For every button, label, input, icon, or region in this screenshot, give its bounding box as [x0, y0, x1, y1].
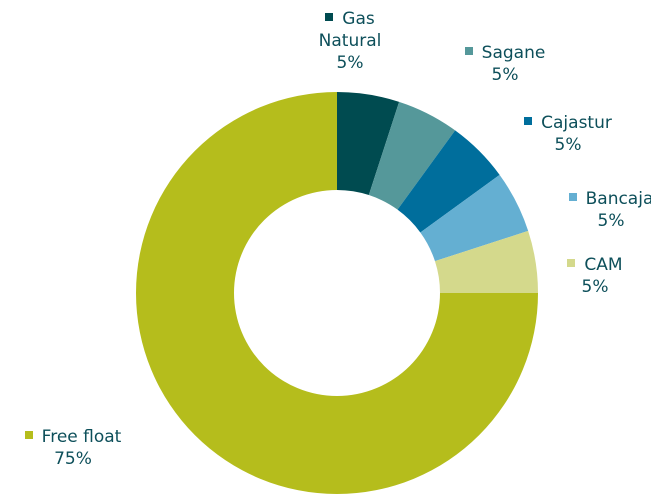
legend-marker [464, 47, 473, 55]
value-label: 5% [491, 65, 519, 85]
legend-marker [325, 13, 334, 21]
legend-marker [567, 259, 576, 267]
label: CAM 5% [540, 254, 650, 298]
label: Sagane 5% [450, 42, 560, 86]
category-label: CAM [584, 255, 623, 275]
category-label: Cajastur [541, 113, 612, 133]
category-label: Bancaja [585, 189, 651, 209]
label: Gas Natural 5% [300, 8, 400, 74]
legend-marker [568, 193, 577, 201]
legend-marker [524, 117, 533, 125]
category-label: Free float [41, 427, 122, 447]
label: Cajastur 5% [513, 112, 623, 156]
value-label: 5% [597, 211, 625, 231]
slice [420, 174, 529, 262]
slice [337, 92, 400, 196]
category-label: Sagane [481, 43, 546, 63]
slice [136, 92, 538, 494]
slice [434, 230, 538, 293]
label: Free float 75% [8, 426, 138, 470]
slice [397, 130, 500, 233]
value-label: 75% [54, 449, 92, 469]
label: Bancaja 5% [556, 188, 651, 232]
slice [368, 101, 456, 210]
value-label: 5% [336, 53, 364, 73]
legend-marker [24, 431, 33, 439]
category-label: Gas Natural [318, 9, 382, 51]
value-label: 5% [581, 277, 609, 297]
value-label: 5% [554, 135, 582, 155]
